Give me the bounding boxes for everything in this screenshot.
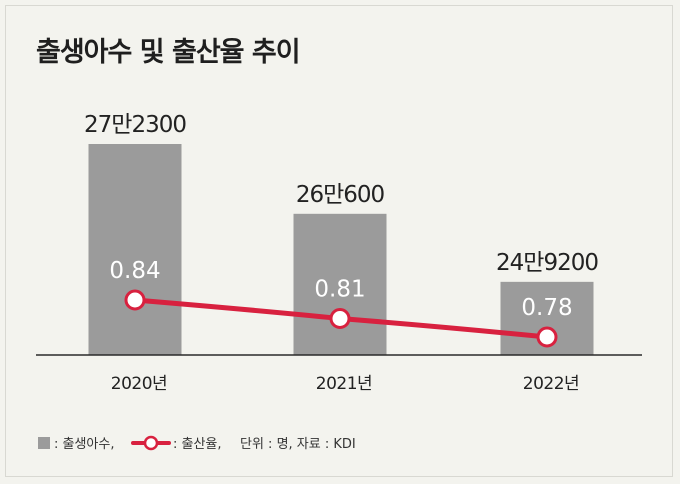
bar-2021년 xyxy=(293,213,387,355)
legend-line-label: : 출산율, xyxy=(173,437,222,452)
legend-unit-note: 단위 : 명, 자료 : KDI xyxy=(240,437,356,452)
bars-layer xyxy=(88,144,594,355)
x-tick-label: 2021년 xyxy=(316,374,372,394)
rate-point xyxy=(329,308,351,329)
legend-layer: : 출생아수, : 출산율, 단위 : 명, 자료 : KDI xyxy=(38,435,356,452)
bar-value-label: 24만9200 xyxy=(496,250,598,276)
legend-bar-swatch xyxy=(38,437,50,449)
line-layer xyxy=(124,289,558,348)
x-tick-label: 2022년 xyxy=(523,374,579,394)
rate-value-label: 0.81 xyxy=(314,277,365,303)
legend-line-marker xyxy=(143,435,159,451)
bar-2020년 xyxy=(88,144,182,355)
labels-layer: 27만2300 2020년 26만600 2021년 24만9200 2022년 0.84 0… xyxy=(84,112,599,394)
bar-value-label: 26만600 xyxy=(296,182,385,208)
legend-bar-label: : 출생아수, xyxy=(54,437,115,452)
rate-value-label: 0.78 xyxy=(521,295,572,321)
bar-value-label: 27만2300 xyxy=(84,112,186,138)
rate-point xyxy=(124,289,146,311)
rate-point xyxy=(536,326,558,348)
chart-frame xyxy=(5,5,673,477)
rate-value-label: 0.84 xyxy=(109,258,160,284)
chart-title: 출생아수 및 출산율 추이 xyxy=(36,37,301,68)
x-tick-label: 2020년 xyxy=(111,374,167,394)
